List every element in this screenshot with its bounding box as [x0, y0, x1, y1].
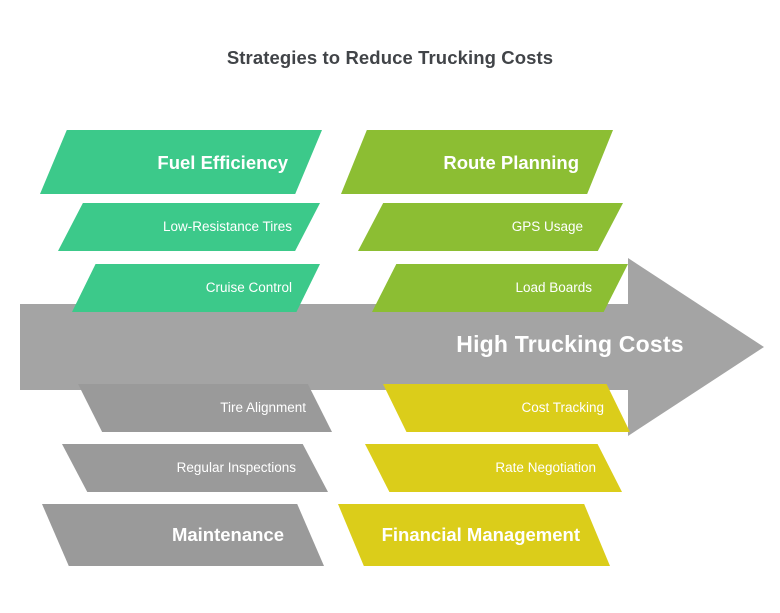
center-label: High Trucking Costs — [456, 331, 684, 357]
cause-cruise-control[interactable]: Cruise Control — [72, 264, 320, 312]
cause-tire-alignment[interactable]: Tire Alignment — [78, 384, 332, 432]
cause-label: GPS Usage — [511, 219, 583, 234]
cause-load-boards[interactable]: Load Boards — [372, 264, 628, 312]
cause-gps-usage[interactable]: GPS Usage — [358, 203, 623, 251]
page-title: Strategies to Reduce Trucking Costs — [226, 47, 554, 68]
cause-label: Cost Tracking — [521, 400, 604, 415]
cause-label: Cruise Control — [205, 280, 292, 295]
cause-label: Regular Inspections — [176, 460, 296, 475]
cause-cost-tracking[interactable]: Cost Tracking — [383, 384, 630, 432]
cause-label: Tire Alignment — [220, 400, 306, 415]
cause-low-resistance-tires[interactable]: Low-Resistance Tires — [58, 203, 320, 251]
category-header-financial-management[interactable]: Financial Management — [338, 504, 610, 566]
category-header-fuel-efficiency[interactable]: Fuel Efficiency — [40, 130, 322, 194]
cause-label: Rate Negotiation — [495, 460, 596, 475]
category-header-label: Route Planning — [443, 152, 579, 173]
category-header-route-planning[interactable]: Route Planning — [341, 130, 613, 194]
cause-label: Low-Resistance Tires — [162, 219, 292, 234]
category-header-label: Financial Management — [381, 524, 580, 545]
category-header-label: Fuel Efficiency — [157, 152, 288, 173]
category-header-label: Maintenance — [171, 524, 284, 545]
cause-label: Load Boards — [515, 280, 592, 295]
category-header-maintenance[interactable]: Maintenance — [42, 504, 324, 566]
cause-regular-inspections[interactable]: Regular Inspections — [62, 444, 328, 492]
arrow-shape — [20, 258, 764, 436]
center-spine-arrow — [20, 258, 764, 436]
cause-rate-negotiation[interactable]: Rate Negotiation — [365, 444, 622, 492]
